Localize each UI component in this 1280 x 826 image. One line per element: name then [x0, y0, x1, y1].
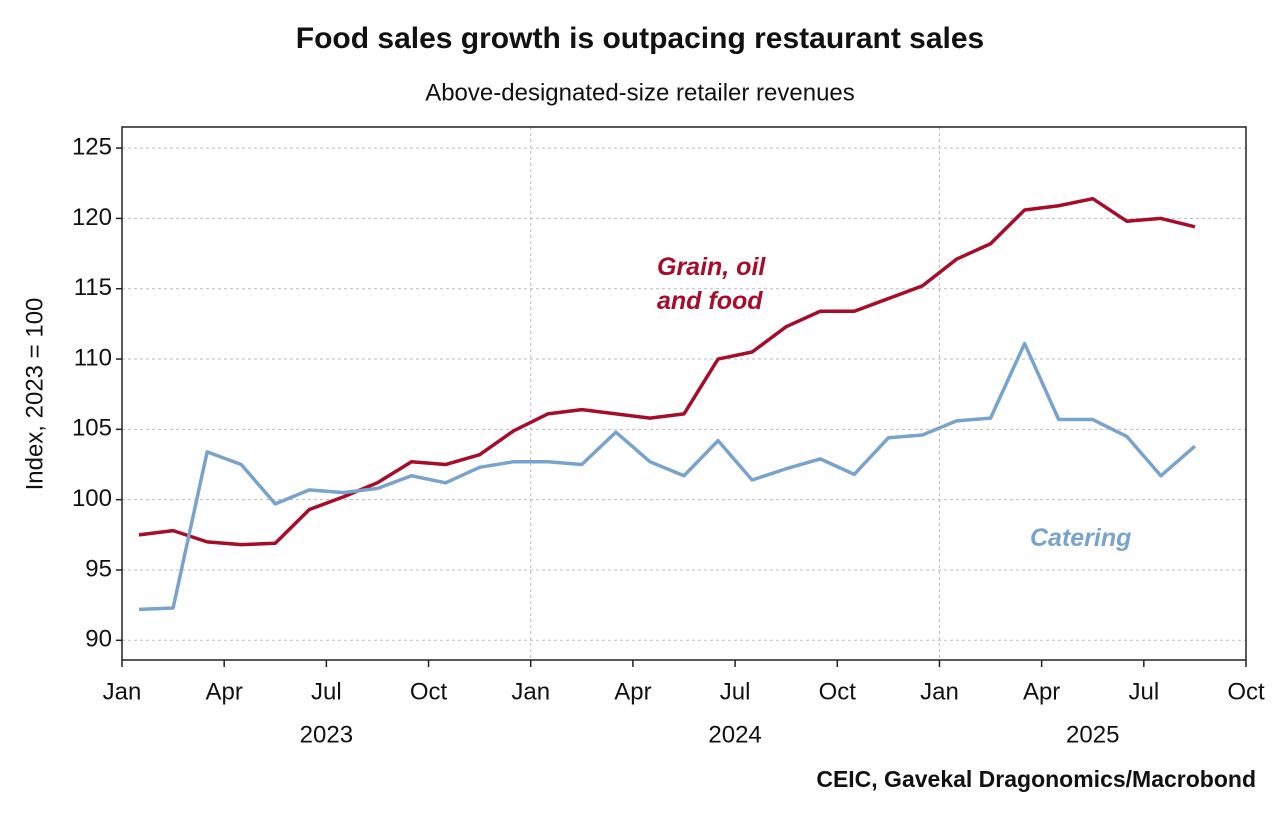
y-axis-label: Index, 2023 = 100: [21, 298, 48, 491]
x-tick-label: Oct: [410, 678, 448, 705]
source: CEIC, Gavekal Dragonomics/Macrobond: [816, 766, 1256, 792]
y-tick-label: 90: [85, 626, 112, 653]
y-tick-label: 125: [72, 133, 112, 160]
x-tick-label: Jan: [920, 678, 959, 705]
year-label: 2024: [708, 721, 761, 748]
series-line: [138, 196, 1196, 547]
year-label: 2025: [1066, 721, 1119, 748]
x-tick-label: Jul: [1128, 678, 1159, 705]
x-tick-label: Apr: [206, 678, 243, 705]
x-tick-label: Apr: [1023, 678, 1060, 705]
x-tick-label: Jan: [511, 678, 550, 705]
chart-title: Food sales growth is outpacing restauran…: [296, 22, 985, 55]
x-tick-label: Jul: [311, 678, 342, 705]
y-tick-label: 105: [72, 415, 112, 442]
y-tick-label: 110: [74, 344, 112, 371]
x-tick-label: Apr: [614, 678, 651, 705]
year-label: 2023: [300, 721, 353, 748]
y-tick-label: 120: [72, 204, 112, 231]
x-tick-label: Jul: [720, 678, 751, 705]
series-label: Catering: [1030, 524, 1132, 552]
x-tick-label: Jan: [103, 678, 142, 705]
chart-subtitle: Above-designated-size retailer revenues: [425, 79, 855, 106]
series-line: [138, 341, 1197, 612]
series-label: Grain, oil and food: [657, 253, 766, 315]
x-tick-label: Oct: [819, 678, 857, 705]
y-tick-label: 100: [72, 485, 112, 512]
x-tick-label: Oct: [1227, 678, 1265, 705]
y-tick-label: 95: [85, 555, 112, 582]
plot-frame: [121, 126, 1247, 661]
y-tick-label: 115: [74, 274, 112, 301]
